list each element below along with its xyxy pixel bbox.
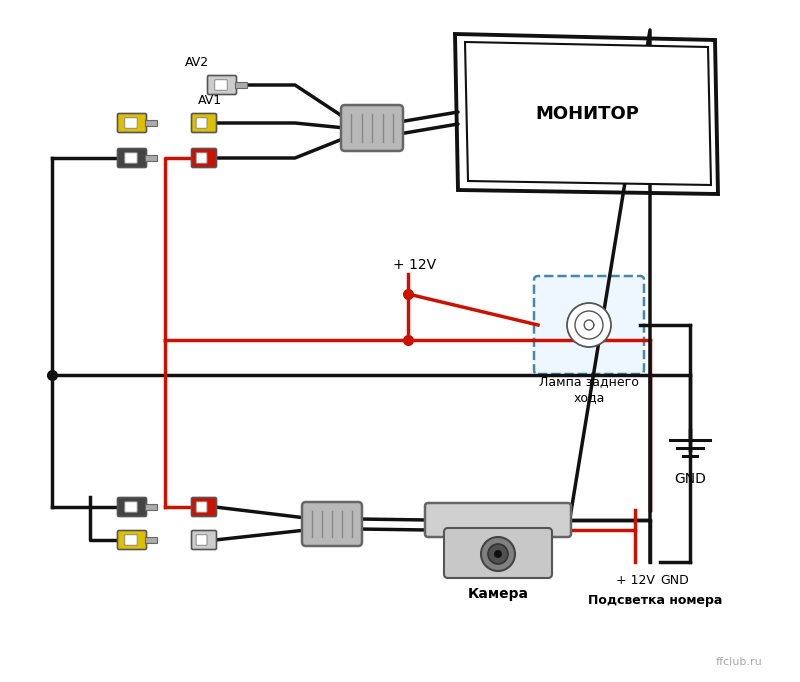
Text: AV1: AV1 bbox=[198, 94, 222, 107]
FancyBboxPatch shape bbox=[191, 531, 217, 550]
Circle shape bbox=[567, 303, 611, 347]
FancyBboxPatch shape bbox=[191, 113, 217, 132]
FancyBboxPatch shape bbox=[214, 80, 227, 90]
FancyBboxPatch shape bbox=[125, 502, 138, 512]
Text: Лампа заднего
хода: Лампа заднего хода bbox=[539, 375, 639, 404]
FancyBboxPatch shape bbox=[196, 502, 207, 512]
FancyBboxPatch shape bbox=[207, 76, 237, 95]
Circle shape bbox=[488, 544, 508, 564]
FancyBboxPatch shape bbox=[118, 497, 146, 516]
Bar bbox=[145, 120, 157, 126]
FancyBboxPatch shape bbox=[196, 153, 207, 163]
FancyBboxPatch shape bbox=[534, 276, 644, 374]
Text: + 12V: + 12V bbox=[615, 574, 654, 587]
FancyBboxPatch shape bbox=[302, 502, 362, 546]
Circle shape bbox=[494, 550, 502, 558]
Polygon shape bbox=[465, 42, 711, 185]
Bar bbox=[145, 155, 157, 161]
FancyBboxPatch shape bbox=[425, 503, 571, 537]
Text: + 12V: + 12V bbox=[393, 258, 436, 272]
Text: Подсветка номера: Подсветка номера bbox=[588, 594, 722, 607]
Bar bbox=[145, 537, 157, 543]
Bar bbox=[235, 82, 247, 88]
Text: GND: GND bbox=[661, 574, 690, 587]
FancyBboxPatch shape bbox=[444, 528, 552, 578]
FancyBboxPatch shape bbox=[196, 118, 207, 128]
FancyBboxPatch shape bbox=[341, 105, 403, 151]
Circle shape bbox=[575, 311, 603, 339]
Text: GND: GND bbox=[674, 472, 706, 486]
Text: ffclub.ru: ffclub.ru bbox=[715, 657, 762, 667]
FancyBboxPatch shape bbox=[118, 531, 146, 550]
Text: Камера: Камера bbox=[467, 587, 529, 601]
Bar bbox=[145, 504, 157, 510]
FancyBboxPatch shape bbox=[196, 535, 207, 546]
FancyBboxPatch shape bbox=[125, 118, 138, 128]
Polygon shape bbox=[455, 34, 718, 194]
Text: AV2: AV2 bbox=[185, 56, 209, 69]
FancyBboxPatch shape bbox=[191, 497, 217, 516]
FancyBboxPatch shape bbox=[125, 535, 138, 546]
FancyBboxPatch shape bbox=[118, 113, 146, 132]
FancyBboxPatch shape bbox=[125, 153, 138, 163]
FancyBboxPatch shape bbox=[191, 149, 217, 168]
FancyBboxPatch shape bbox=[118, 149, 146, 168]
Text: МОНИТОР: МОНИТОР bbox=[535, 105, 639, 123]
Circle shape bbox=[481, 537, 515, 571]
